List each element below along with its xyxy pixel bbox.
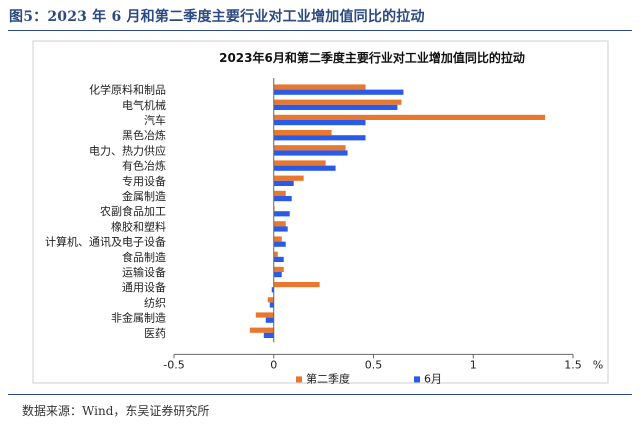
bar-june xyxy=(269,302,274,308)
source-note: 数据来源：Wind，东吴证券研究所 xyxy=(22,404,210,418)
bar-q2 xyxy=(255,312,274,318)
bottom-divider xyxy=(8,394,632,395)
category-label: 运输设备 xyxy=(122,265,166,279)
bar-june xyxy=(273,272,282,278)
legend-group: 第二季度 6月 xyxy=(296,371,442,385)
bar-june xyxy=(265,317,274,323)
x-unit-label: % xyxy=(593,358,603,371)
bar-june xyxy=(273,150,348,156)
legend-swatch xyxy=(414,376,420,383)
bar-q2 xyxy=(273,160,326,166)
bar-june xyxy=(273,241,286,247)
bar-q2 xyxy=(273,130,332,136)
bar-q2 xyxy=(273,145,346,151)
bar-q2 xyxy=(273,114,546,120)
bar-q2 xyxy=(249,327,274,333)
bar-q2 xyxy=(273,266,284,272)
bar-q2 xyxy=(273,251,278,257)
bar-june xyxy=(273,226,288,232)
chart-title: 2023年6月和第二季度主要行业对工业增加值同比的拉动 xyxy=(219,50,525,65)
category-label: 橡胶和塑料 xyxy=(111,219,166,233)
x-tick-label: 1.5 xyxy=(564,358,582,371)
category-label: 有色冶炼 xyxy=(122,159,166,173)
category-label: 电力、热力供应 xyxy=(89,143,166,157)
bar-june xyxy=(273,135,366,141)
bar-q2 xyxy=(273,236,282,242)
bars-group xyxy=(249,84,546,338)
bar-q2 xyxy=(273,99,402,105)
bar-june xyxy=(273,180,294,186)
category-label: 黑色冶炼 xyxy=(122,128,166,142)
top-divider xyxy=(8,30,632,31)
category-label: 汽车 xyxy=(144,113,166,127)
category-label: 专用设备 xyxy=(122,174,166,188)
bar-q2 xyxy=(273,282,320,288)
x-axis-group: -0.5 0 0.5 1 1.5% xyxy=(163,78,603,371)
category-label: 食品制造 xyxy=(122,250,166,264)
x-tick-label: 1 xyxy=(470,358,477,371)
bar-june xyxy=(273,165,336,171)
category-label: 医药 xyxy=(144,327,166,340)
bar-q2 xyxy=(273,84,366,90)
category-label: 化学原料和制品 xyxy=(89,83,166,97)
category-labels-group: 化学原料和制品电气机械汽车黑色冶炼电力、热力供应有色冶炼专用设备金属制造农副食品… xyxy=(45,83,166,340)
category-label: 计算机、通讯及电子设备 xyxy=(45,235,166,249)
category-label: 金属制造 xyxy=(122,189,166,203)
bar-q2 xyxy=(267,297,274,303)
category-label: 电气机械 xyxy=(122,98,166,112)
bar-june xyxy=(273,196,292,202)
figure-title: 图5：2023 年 6 月和第二季度主要行业对工业增加值同比的拉动 xyxy=(9,9,425,25)
x-tick-label: 0.5 xyxy=(365,358,383,371)
bar-q2 xyxy=(273,221,286,227)
x-tick-label: -0.5 xyxy=(163,358,184,371)
bar-q2 xyxy=(273,175,304,181)
x-tick-label: 0 xyxy=(270,358,277,371)
legend-label: 第二季度 xyxy=(306,371,350,385)
bar-q2 xyxy=(273,190,286,196)
legend-label: 6月 xyxy=(424,372,442,385)
category-label: 农副食品加工 xyxy=(100,204,166,218)
bar-june xyxy=(263,332,274,338)
bar-june xyxy=(273,211,290,217)
category-label: 非金属制造 xyxy=(111,311,166,325)
category-label: 纺织 xyxy=(144,295,166,309)
bar-june xyxy=(273,120,366,126)
legend-swatch xyxy=(296,376,302,383)
plot-frame xyxy=(32,40,609,384)
bar-june xyxy=(271,287,274,293)
bar-june xyxy=(273,104,398,110)
bar-june xyxy=(273,256,284,262)
category-label: 通用设备 xyxy=(122,280,166,294)
bar-june xyxy=(273,89,404,95)
